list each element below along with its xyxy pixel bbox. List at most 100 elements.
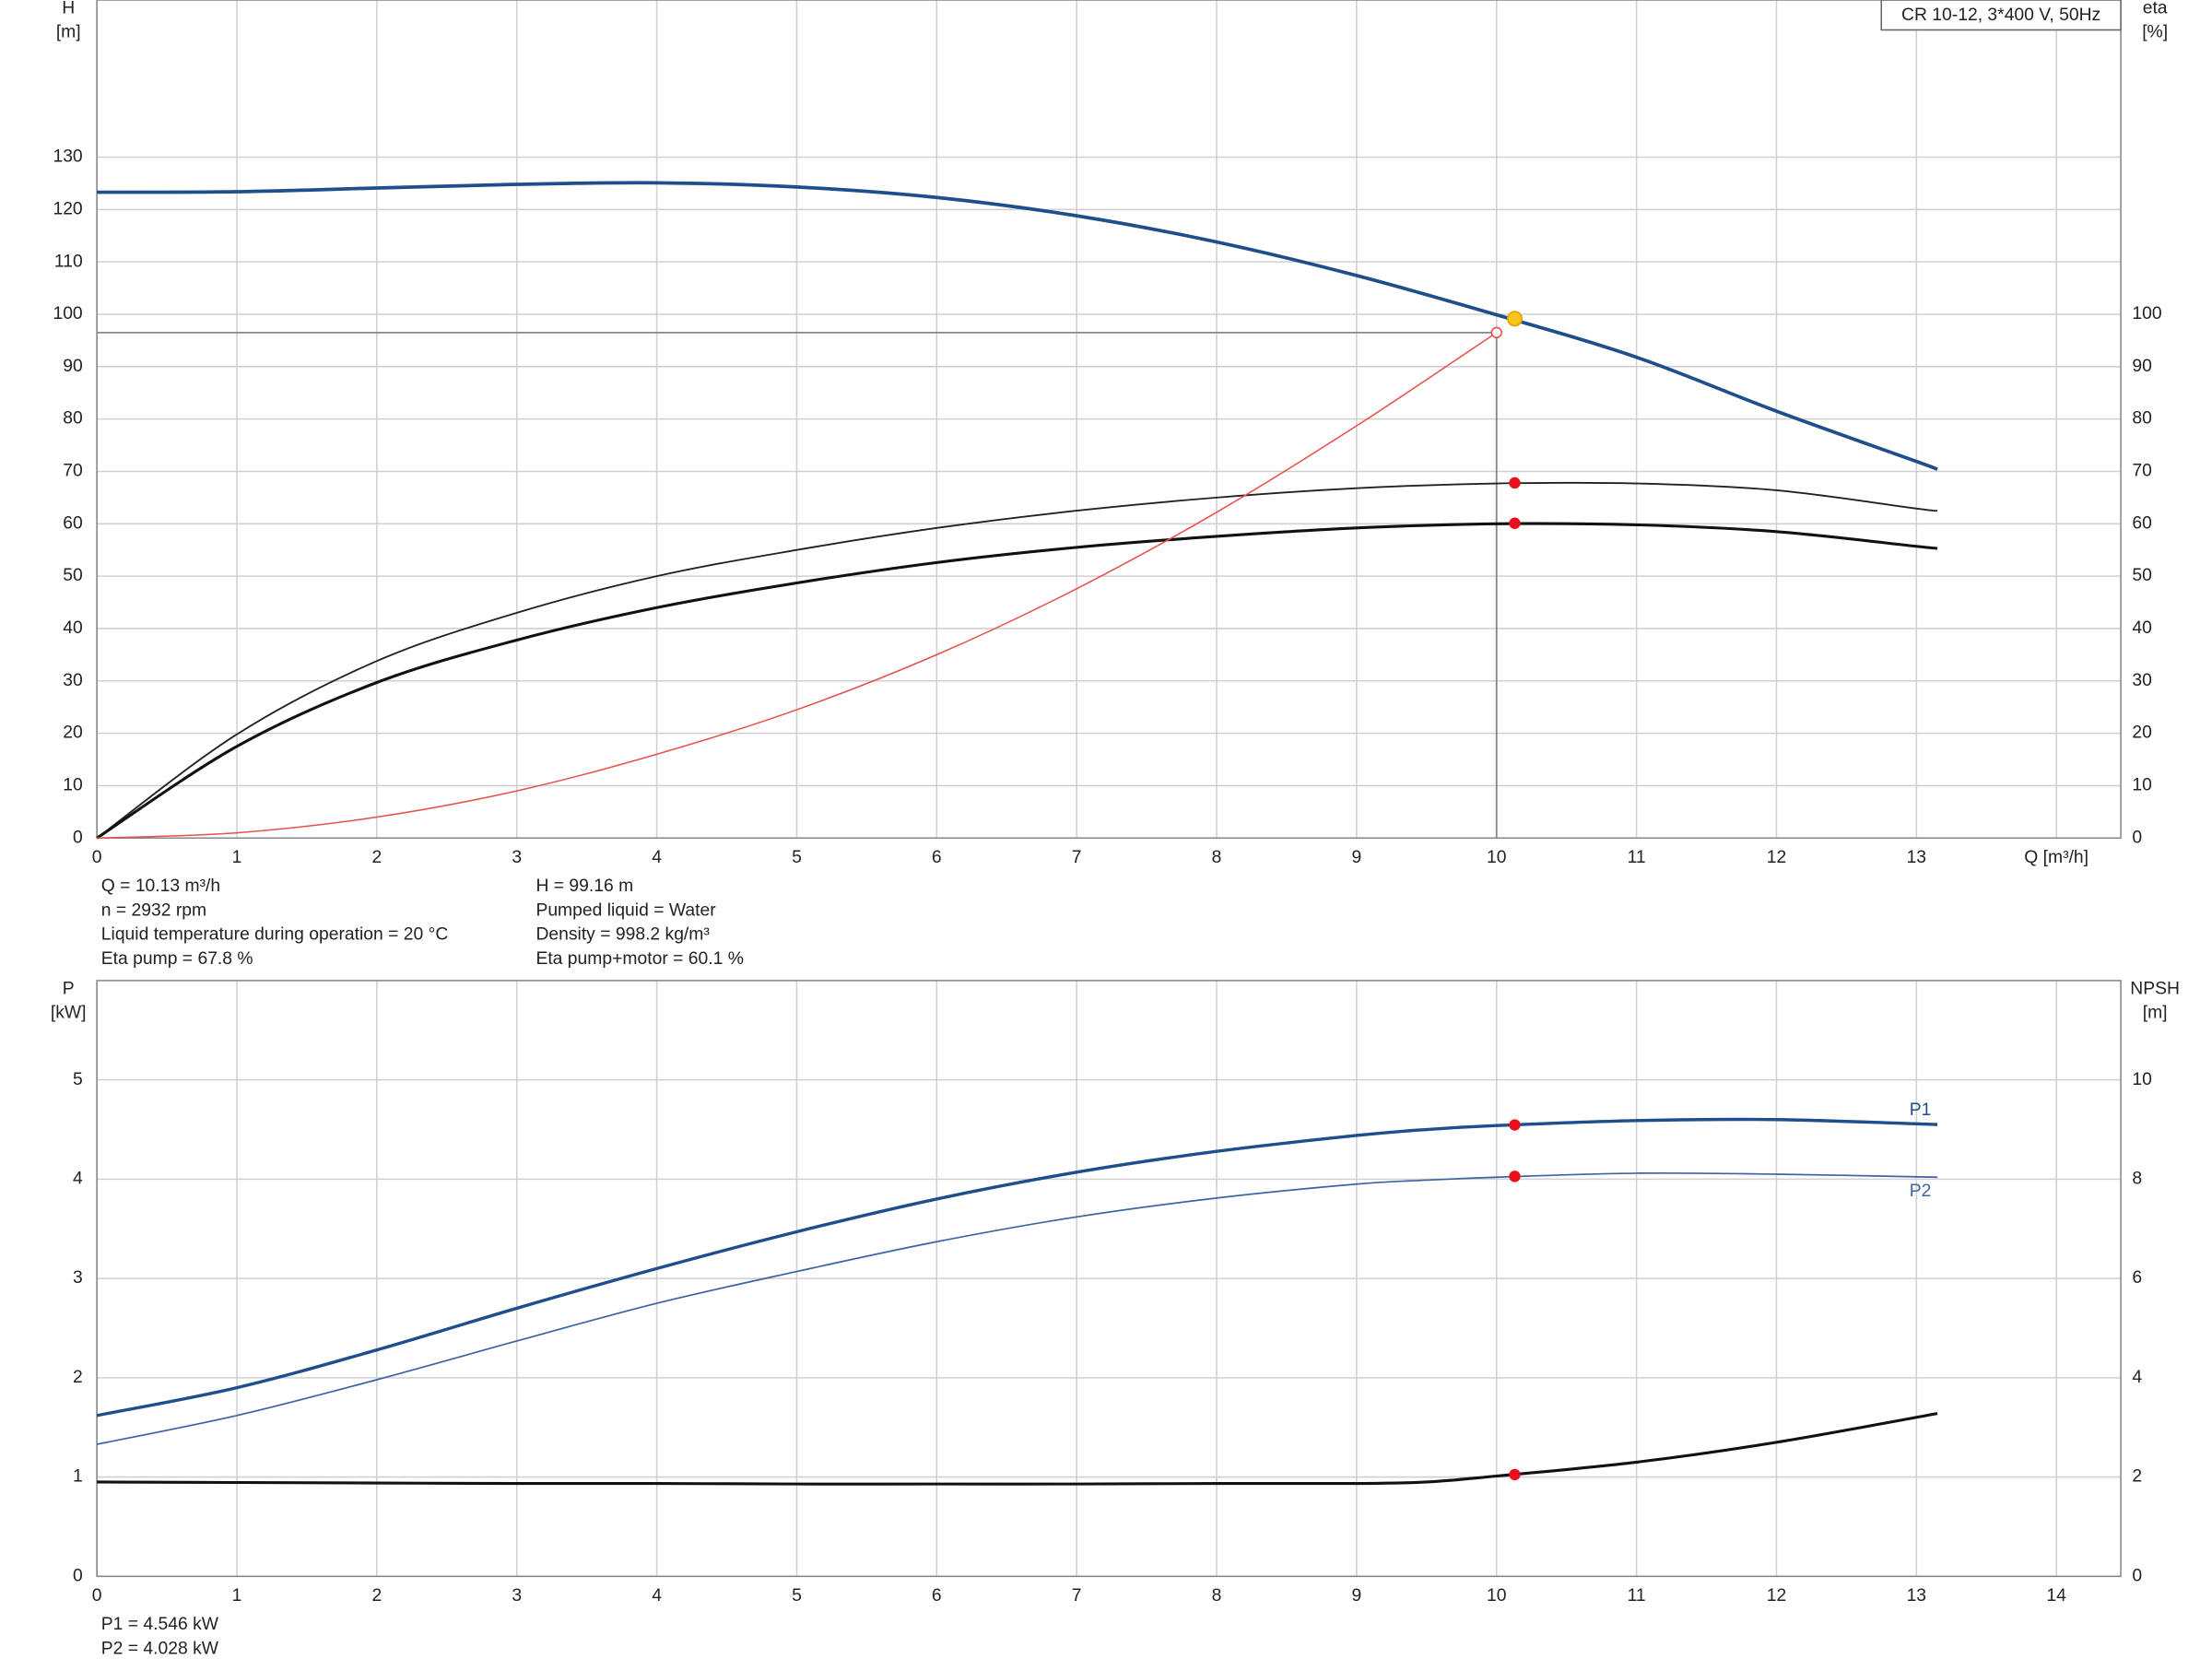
y-tick-label: 50 [63, 566, 82, 585]
x-tick-label: 12 [1767, 1586, 1786, 1606]
x-tick-label: 5 [792, 1586, 802, 1606]
x-tick-label: 9 [1352, 1586, 1362, 1606]
curve [96, 522, 1938, 840]
y2-tick-label: 90 [2132, 357, 2151, 376]
info-text: P2 = 4.028 kW [101, 1639, 219, 1658]
x-tick-label: 10 [1487, 848, 1506, 867]
info-text: n = 2932 rpm [101, 900, 206, 920]
curve [96, 1171, 1938, 1445]
curve [96, 1117, 1938, 1418]
curve [96, 481, 1938, 840]
info-text: P1 = 4.546 kW [101, 1615, 219, 1634]
y2-tick-label: 6 [2132, 1268, 2142, 1288]
x-tick-label: 7 [1072, 1586, 1082, 1606]
model-label: CR 10-12, 3*400 V, 50Hz [1901, 6, 2100, 25]
y2-tick-label: 20 [2132, 724, 2151, 743]
operating-point [1509, 1171, 1521, 1182]
y2-tick-label: 60 [2132, 513, 2151, 533]
x-tick-label: 7 [1072, 848, 1082, 867]
y2-tick-label: 40 [2132, 618, 2151, 638]
y-tick-label: 0 [73, 828, 83, 847]
x-tick-label: 12 [1767, 848, 1786, 867]
x-tick-label: 4 [652, 848, 662, 867]
x-tick-label: 6 [932, 848, 942, 867]
system-point [1490, 326, 1502, 339]
operating-point [1509, 517, 1521, 529]
info-text: Eta pump = 67.8 % [101, 949, 253, 969]
y-tick-label: 70 [63, 462, 82, 481]
x-tick-label: 14 [2046, 1586, 2066, 1606]
x-tick-label: 2 [371, 1586, 382, 1606]
x-tick-label: 1 [232, 1586, 242, 1606]
x-tick-label: 13 [1907, 1586, 1926, 1606]
info-text: Eta pump+motor = 60.1 % [535, 949, 743, 969]
operating-point [1509, 1468, 1521, 1481]
y-tick-label: 80 [63, 409, 82, 429]
info-text: Q = 10.13 m³/h [101, 877, 220, 896]
model-box [1880, 0, 2122, 31]
x-tick-label: 4 [652, 1586, 662, 1606]
y-tick-label: 130 [53, 147, 82, 167]
plot-frame [96, 0, 2122, 840]
x-tick-label: 8 [1212, 848, 1222, 867]
y-axis-label: P [63, 979, 75, 998]
operating-point [1509, 1119, 1521, 1131]
y-axis-label: H [62, 0, 75, 18]
x-tick-label: Q [m³/h] [2024, 848, 2088, 867]
operating-point [1509, 477, 1521, 489]
y-tick-label: 40 [63, 618, 82, 638]
x-tick-label: 11 [1628, 848, 1646, 867]
y2-axis-label: [m] [2143, 1004, 2168, 1023]
x-tick-label: 0 [92, 1586, 102, 1606]
y-axis-label: [kW] [51, 1004, 87, 1023]
y2-tick-label: 0 [2132, 1566, 2142, 1585]
y-tick-label: 4 [73, 1169, 83, 1188]
x-tick-label: 2 [371, 848, 382, 867]
y2-tick-label: 50 [2132, 566, 2151, 585]
y-tick-label: 100 [53, 304, 82, 324]
plot-frame [96, 980, 2122, 1578]
y-tick-label: 0 [73, 1566, 83, 1585]
x-tick-label: 6 [932, 1586, 942, 1606]
y-tick-label: 20 [63, 724, 82, 743]
y2-tick-label: 10 [2132, 1070, 2151, 1089]
y-axis-label: [m] [56, 23, 81, 42]
y-tick-label: 90 [63, 357, 82, 376]
operating-point [1506, 311, 1523, 327]
y-tick-label: 3 [73, 1268, 83, 1288]
y2-tick-label: 80 [2132, 409, 2151, 429]
y2-tick-label: 4 [2132, 1368, 2142, 1387]
info-text: Density = 998.2 kg/m³ [535, 925, 710, 945]
x-tick-label: 13 [1907, 848, 1926, 867]
series-label: P2 [1910, 1182, 1932, 1201]
y2-axis-label: eta [2143, 0, 2168, 18]
info-text: H = 99.16 m [535, 877, 633, 896]
y2-tick-label: 70 [2132, 462, 2151, 481]
y-tick-label: 1 [73, 1467, 83, 1487]
x-tick-label: 1 [232, 848, 242, 867]
x-tick-label: 9 [1352, 848, 1362, 867]
x-tick-label: 10 [1487, 1586, 1506, 1606]
curve [97, 181, 1938, 471]
x-tick-label: 8 [1212, 1586, 1222, 1606]
y-tick-label: 110 [54, 252, 83, 271]
y-tick-label: 10 [63, 776, 82, 795]
y-tick-label: 5 [73, 1070, 83, 1089]
y-tick-label: 60 [63, 513, 82, 533]
y2-axis-label: [%] [2142, 23, 2168, 42]
curve [97, 332, 1498, 840]
y2-tick-label: 30 [2132, 671, 2151, 690]
x-tick-label: 3 [512, 1586, 522, 1606]
y2-tick-label: 100 [2132, 304, 2161, 324]
x-tick-label: 3 [512, 848, 522, 867]
y2-tick-label: 8 [2132, 1169, 2142, 1188]
y2-tick-label: 10 [2132, 776, 2151, 795]
y2-tick-label: 0 [2132, 828, 2142, 847]
y2-tick-label: 2 [2132, 1467, 2142, 1487]
y-tick-label: 30 [63, 671, 82, 690]
x-tick-label: 5 [792, 848, 802, 867]
x-tick-label: 0 [92, 848, 102, 867]
curve [97, 1412, 1938, 1486]
y-tick-label: 2 [73, 1368, 83, 1387]
